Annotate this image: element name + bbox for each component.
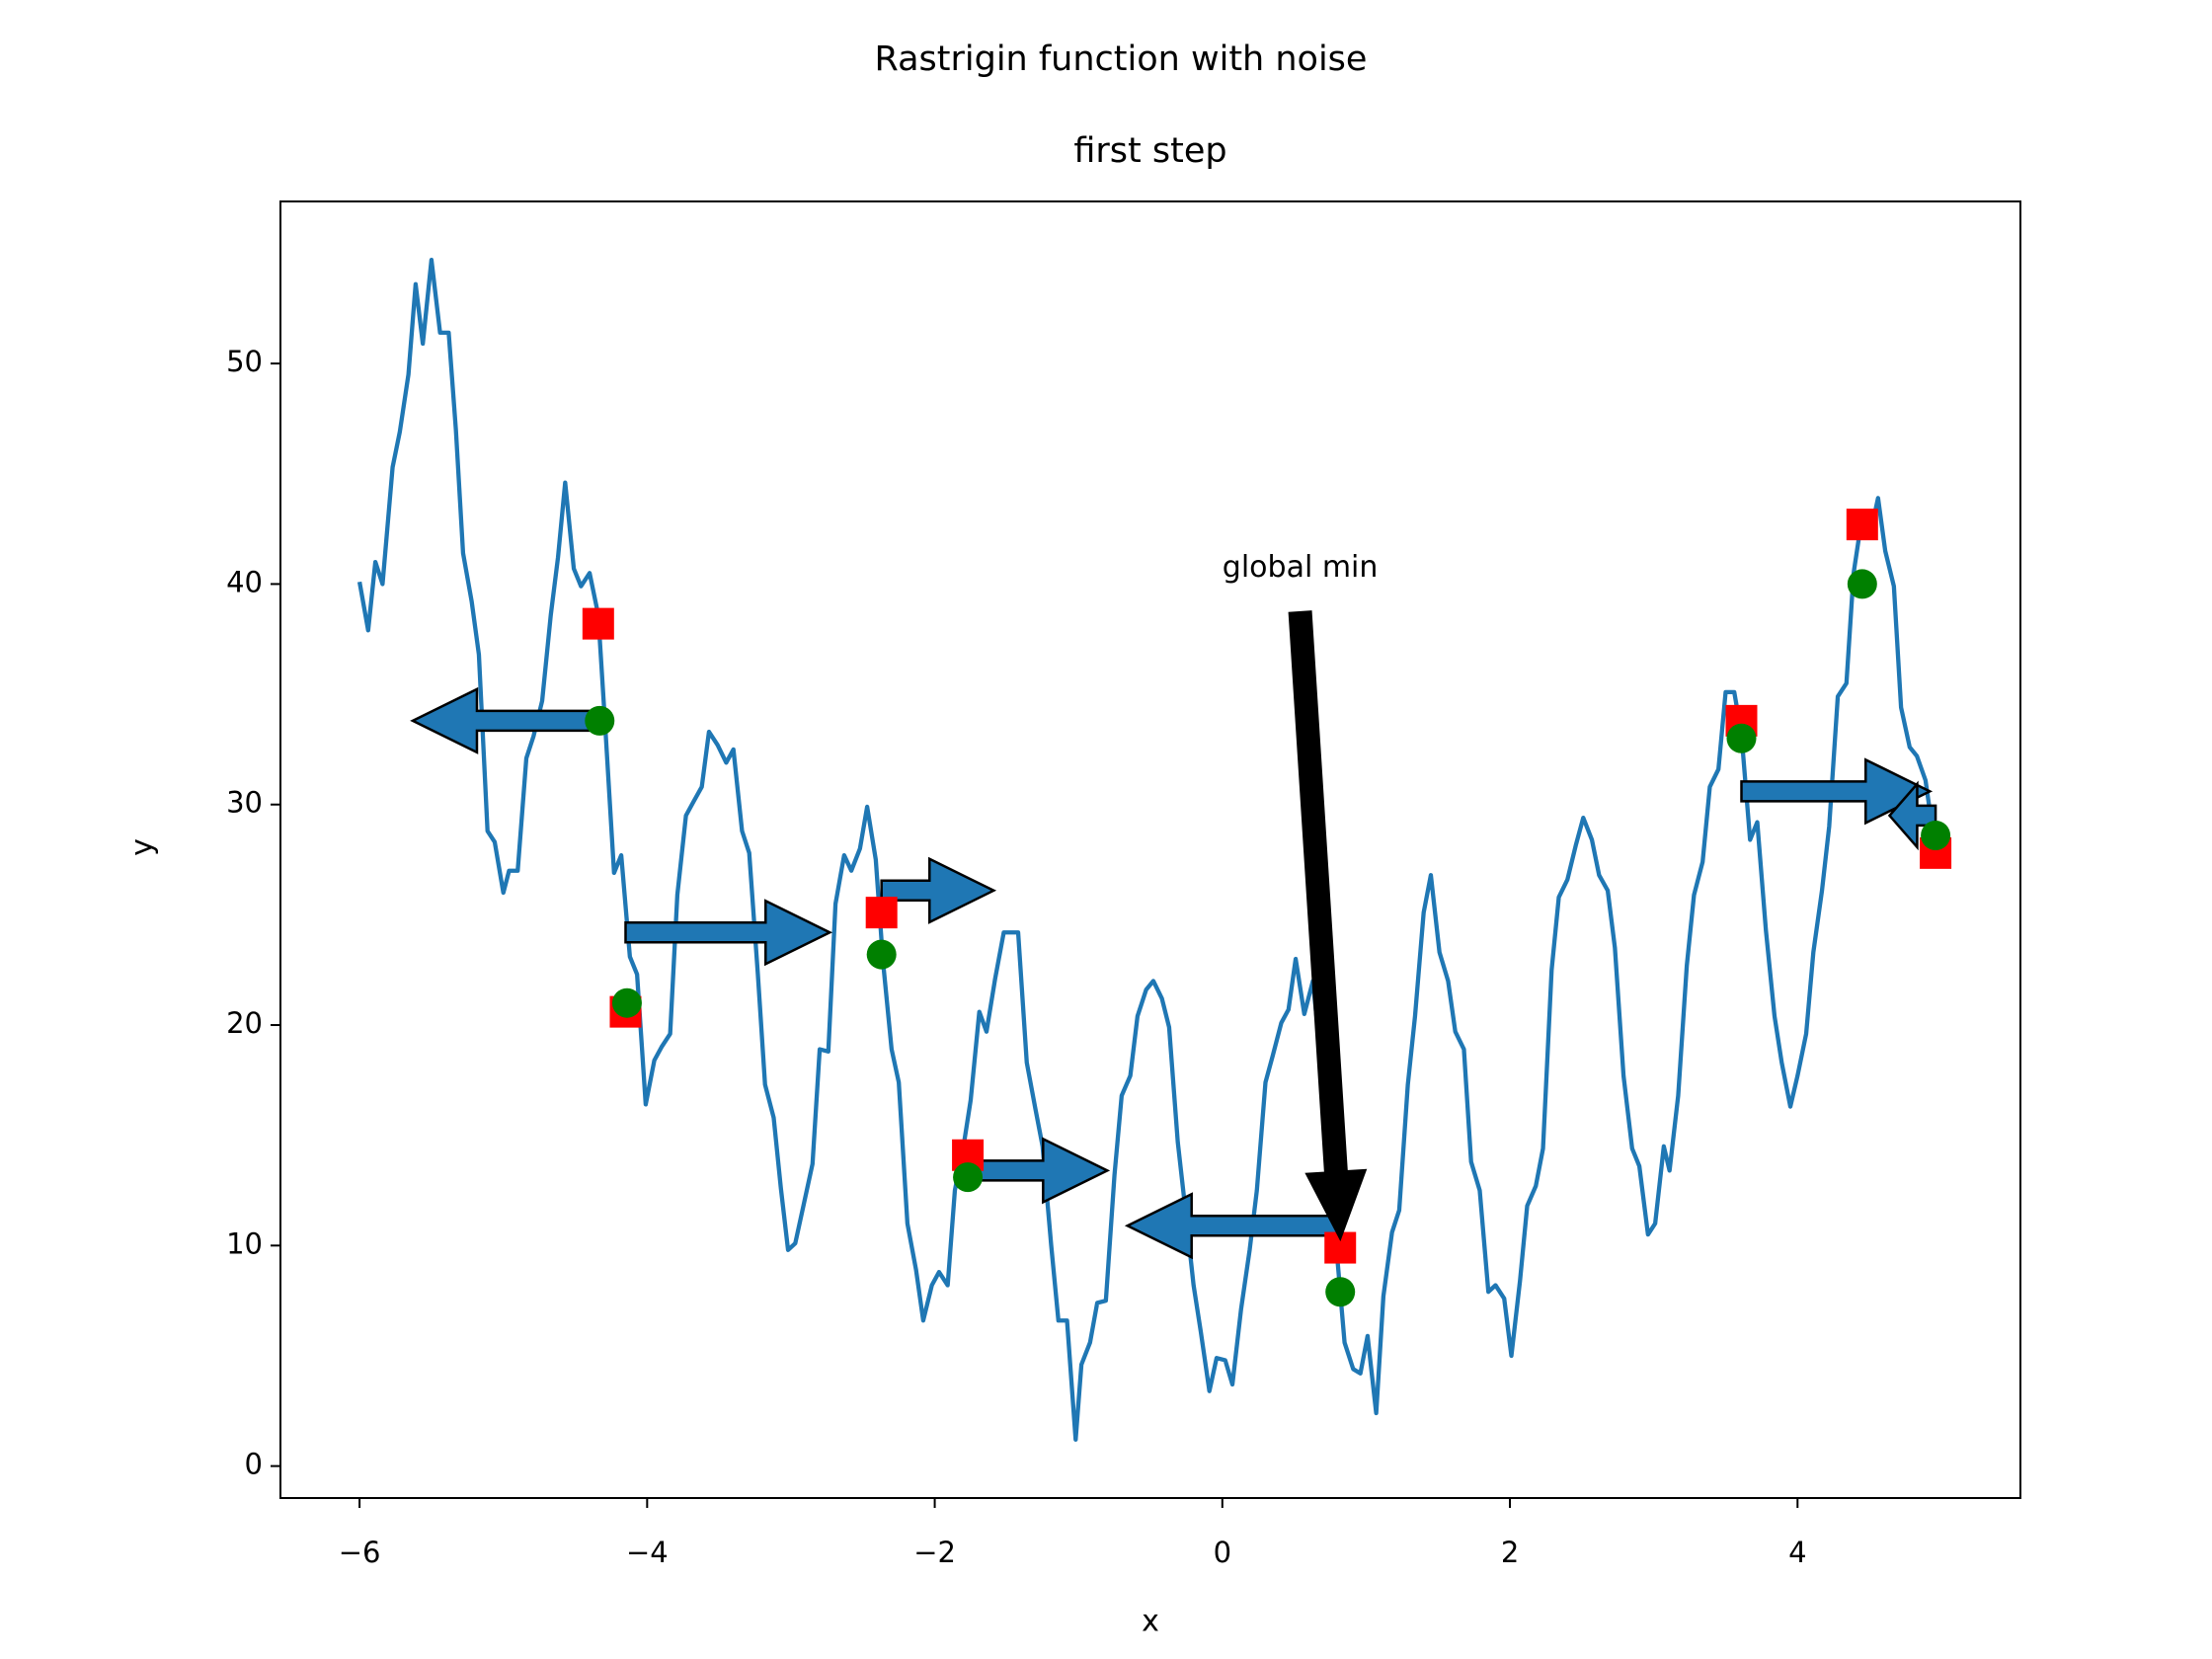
annotation-arrow	[1288, 610, 1368, 1242]
circle-marker	[1847, 569, 1877, 599]
x-tick-label: −6	[339, 1536, 381, 1569]
y-tick-label: 20	[226, 1006, 263, 1040]
x-tick-label: 2	[1501, 1536, 1519, 1569]
annotation-text: global min	[1223, 550, 1379, 585]
step-arrow	[1124, 1192, 1342, 1260]
y-tick-label: 0	[245, 1448, 263, 1481]
circle-marker	[866, 939, 897, 970]
x-tick-label: −4	[626, 1536, 669, 1569]
x-tick-label: −2	[913, 1536, 956, 1569]
circle-marker	[1921, 820, 1951, 850]
y-tick-label: 50	[226, 345, 263, 378]
y-axis-label: y	[125, 838, 160, 856]
x-tick-label: 0	[1214, 1536, 1231, 1569]
square-marker	[865, 897, 898, 929]
square-marker	[1846, 509, 1878, 541]
circle-marker	[953, 1162, 984, 1193]
chart-subtitle: first step	[1073, 131, 1226, 171]
x-tick-label: 4	[1788, 1536, 1806, 1569]
data-line	[356, 258, 1936, 1442]
step-arrow	[624, 899, 833, 967]
chart-title: Rastrigin function with noise	[875, 40, 1368, 79]
y-tick-label: 40	[226, 565, 263, 598]
square-marker	[582, 607, 614, 640]
x-axis-label: x	[1142, 1605, 1159, 1639]
y-tick-label: 30	[226, 786, 263, 820]
circle-marker	[1726, 723, 1757, 753]
circle-marker	[1325, 1277, 1356, 1307]
y-tick-label: 10	[226, 1226, 263, 1260]
circle-marker	[585, 705, 615, 736]
axes-frame	[279, 200, 2021, 1499]
circle-marker	[611, 988, 642, 1018]
step-arrow	[410, 686, 601, 754]
